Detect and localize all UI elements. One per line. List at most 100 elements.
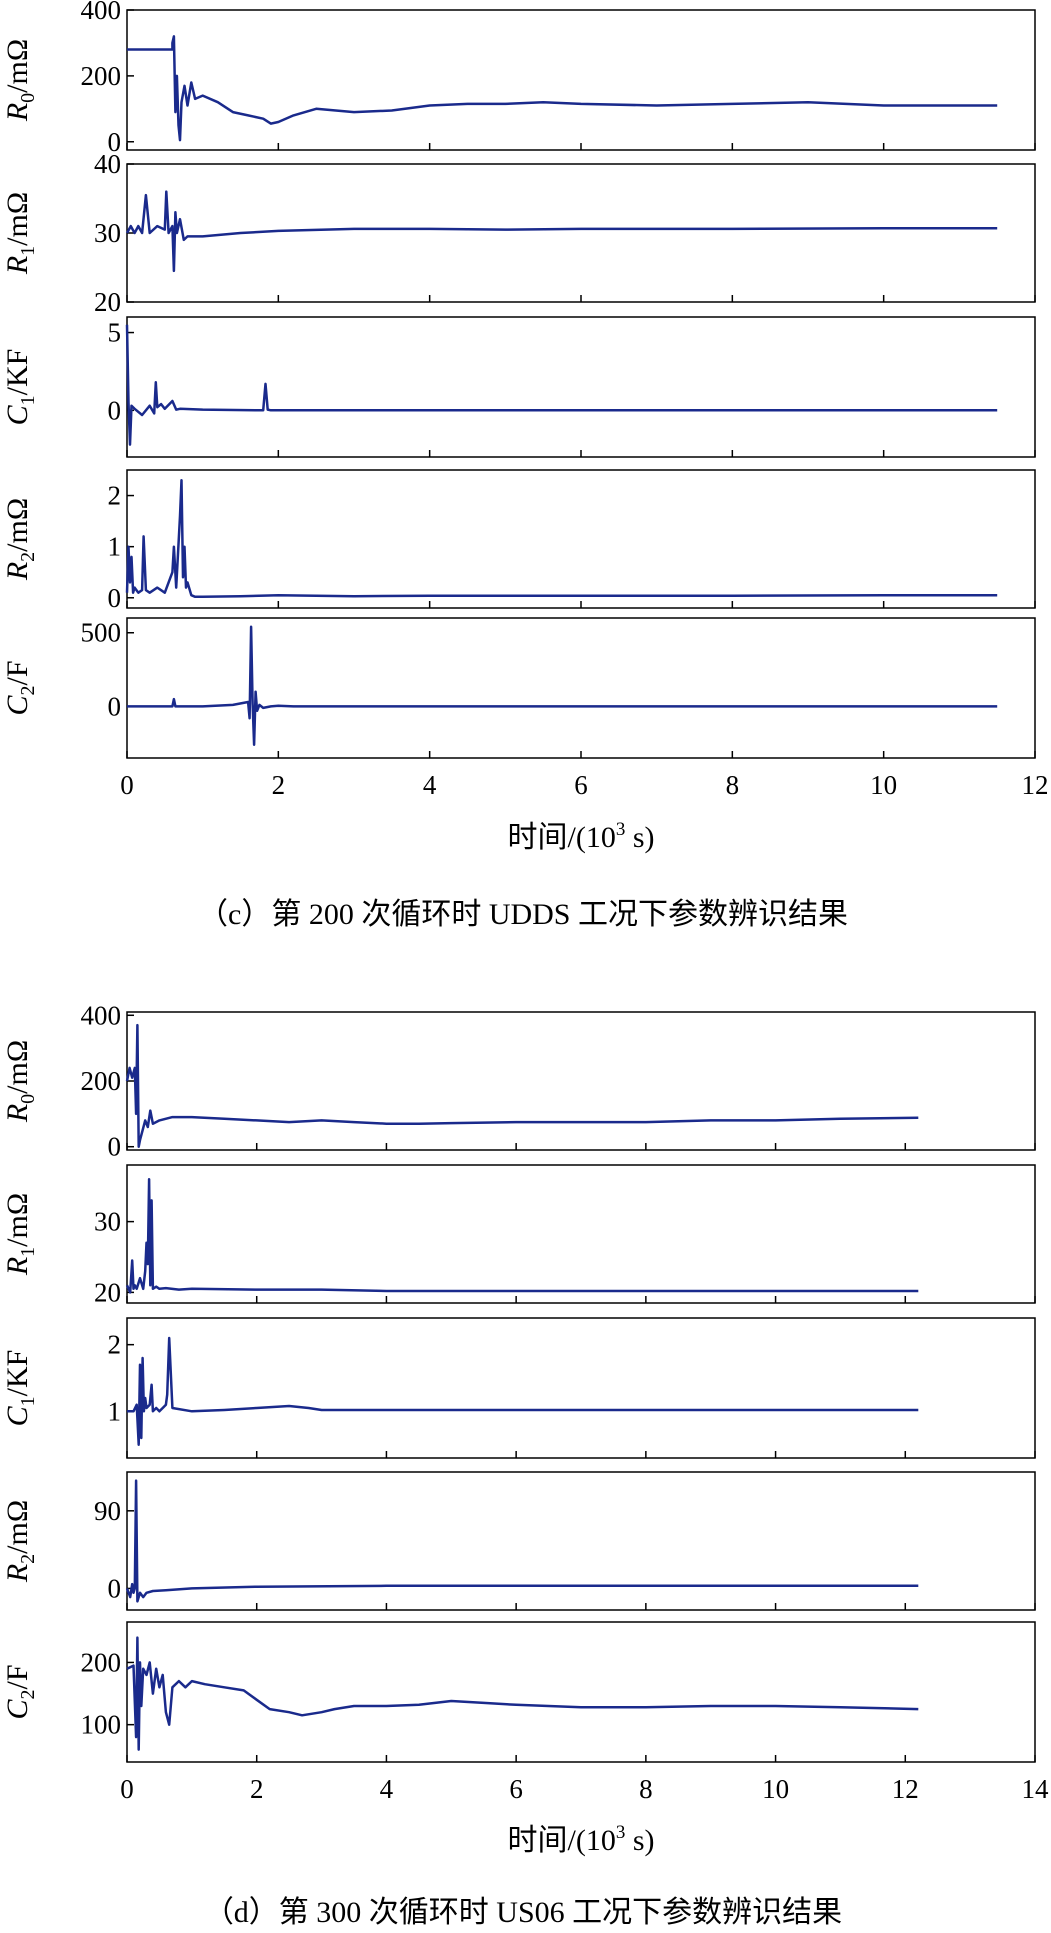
y-axis-label-var: R bbox=[1, 1257, 34, 1276]
x-tick-labels: 0 2 4 6 8 10 12 bbox=[120, 770, 1048, 800]
y-axis-label: R1/mΩ bbox=[1, 192, 39, 275]
y-axis-label-sub: 1 bbox=[17, 246, 39, 256]
plot-frame bbox=[126, 1011, 1036, 1151]
plot-frame bbox=[126, 1471, 1036, 1611]
y-axis-label-unit: /mΩ bbox=[1, 498, 34, 552]
y-axis-label-var: R bbox=[1, 562, 34, 581]
y-tick-label: 2 bbox=[108, 1330, 122, 1360]
y-axis-label-sub: 0 bbox=[17, 1094, 39, 1104]
panel-d-subplot-c2: 100 200 C2/F bbox=[1, 1621, 1036, 1763]
y-tick-label: 200 bbox=[81, 1066, 122, 1096]
series-line-c1 bbox=[125, 324, 998, 446]
y-axis-label: R0/mΩ bbox=[1, 39, 39, 122]
x-axis-label-main: 时间/(10 bbox=[508, 1824, 616, 1857]
y-tick-label: 90 bbox=[94, 1496, 121, 1526]
y-axis-label-unit: /F bbox=[1, 1664, 34, 1689]
y-tick-label: 400 bbox=[81, 1000, 122, 1030]
y-tick-label: 1 bbox=[108, 532, 122, 562]
x-tick-label: 4 bbox=[380, 1774, 394, 1804]
y-tick-labels: 12 bbox=[108, 1330, 122, 1427]
x-axis-label-main: 时间/(10 bbox=[508, 821, 616, 854]
series-line-r1 bbox=[125, 1177, 919, 1294]
x-tick-label: 6 bbox=[509, 1774, 523, 1804]
y-axis-label-var: C bbox=[1, 1699, 34, 1720]
y-tick-label: 0 bbox=[108, 1132, 122, 1162]
y-axis-label-var: R bbox=[1, 1564, 34, 1583]
x-tick-label: 2 bbox=[250, 1774, 264, 1804]
y-axis-label-unit: /KF bbox=[1, 349, 34, 396]
y-axis-label-var: C bbox=[1, 404, 34, 425]
x-tick-label: 12 bbox=[1022, 770, 1049, 800]
y-axis-label-unit: /mΩ bbox=[1, 192, 34, 246]
series-line-r0 bbox=[125, 1023, 919, 1148]
tick-marks bbox=[126, 1014, 1036, 1150]
y-tick-label: 400 bbox=[81, 0, 122, 25]
series-line-r2 bbox=[125, 478, 998, 599]
y-axis-label-sub: 1 bbox=[17, 1396, 39, 1406]
tick-marks bbox=[126, 9, 1036, 150]
y-axis-label-unit: /mΩ bbox=[1, 39, 34, 93]
y-tick-label: 1 bbox=[108, 1396, 122, 1426]
y-axis-label: R0/mΩ bbox=[1, 1040, 39, 1123]
x-tick-label: 10 bbox=[762, 1774, 789, 1804]
panel-c-subplot-c2: 0 500 C2/F bbox=[1, 617, 1036, 759]
panel-d-subplot-c1: 12 C1/KF bbox=[1, 1317, 1036, 1459]
y-axis-label-unit: /F bbox=[1, 660, 34, 685]
y-tick-label: 0 bbox=[108, 691, 122, 721]
y-tick-labels: 0 200 400 bbox=[81, 1000, 122, 1161]
y-axis-label-sub: 1 bbox=[17, 1247, 39, 1257]
tick-marks bbox=[126, 1661, 1036, 1762]
tick-marks bbox=[126, 163, 1036, 303]
y-axis-label: C2/F bbox=[1, 1664, 39, 1719]
x-tick-label: 2 bbox=[272, 770, 286, 800]
plot-frame bbox=[126, 469, 1036, 609]
x-axis-label-sup: 3 bbox=[616, 1822, 626, 1843]
y-tick-label: 40 bbox=[94, 149, 121, 179]
y-axis-label-unit: /KF bbox=[1, 1350, 34, 1397]
series-line-c1 bbox=[127, 1336, 919, 1446]
y-axis-label: C1/KF bbox=[1, 349, 39, 426]
y-tick-labels: 100 200 bbox=[81, 1647, 122, 1739]
tick-marks bbox=[126, 331, 1036, 457]
y-axis-label-var: R bbox=[1, 103, 34, 122]
x-tick-label: 14 bbox=[1022, 1774, 1050, 1804]
y-axis-label-unit: /mΩ bbox=[1, 1193, 34, 1247]
x-tick-label: 6 bbox=[574, 770, 588, 800]
tick-marks bbox=[126, 1220, 1036, 1303]
y-axis-label-var: R bbox=[1, 256, 34, 275]
y-axis-label-sub: 2 bbox=[17, 1554, 39, 1564]
y-tick-label: 30 bbox=[94, 218, 121, 248]
x-tick-label: 0 bbox=[120, 1774, 134, 1804]
x-axis-label-tail: s) bbox=[625, 821, 654, 854]
y-tick-labels: 0 500 bbox=[81, 618, 122, 722]
panel-d-caption: （d）第 300 次循环时 US06 工况下参数辨识结果 bbox=[204, 1896, 842, 1929]
x-axis-label: 时间/(103 s) bbox=[508, 1822, 655, 1857]
tick-marks bbox=[126, 1343, 1036, 1458]
y-axis-label-unit: /mΩ bbox=[1, 1040, 34, 1094]
y-tick-label: 5 bbox=[108, 318, 122, 348]
y-tick-label: 0 bbox=[108, 395, 122, 425]
y-axis-label-var: R bbox=[1, 1104, 34, 1123]
y-axis-label: C1/KF bbox=[1, 1350, 39, 1427]
x-axis-label-tail: s) bbox=[625, 1824, 654, 1857]
x-tick-label: 8 bbox=[726, 770, 740, 800]
y-axis-label: R2/mΩ bbox=[1, 1500, 39, 1583]
plot-frame bbox=[126, 1317, 1036, 1459]
series-line-c2 bbox=[127, 625, 998, 746]
y-tick-label: 100 bbox=[81, 1710, 122, 1740]
tick-marks bbox=[126, 1510, 1036, 1610]
y-tick-labels: 0 200 400 bbox=[81, 0, 122, 157]
y-tick-label: 20 bbox=[94, 1277, 121, 1307]
y-axis-label-sub: 2 bbox=[17, 686, 39, 696]
y-tick-label: 30 bbox=[94, 1207, 121, 1237]
panel-c-subplot-r2: 012 R2/mΩ bbox=[1, 469, 1036, 613]
panel-c-subplot-c1: 0 5 C1/KF bbox=[1, 316, 1036, 458]
panel-c-caption: （c）第 200 次循环时 UDDS 工况下参数辨识结果 bbox=[198, 898, 848, 931]
